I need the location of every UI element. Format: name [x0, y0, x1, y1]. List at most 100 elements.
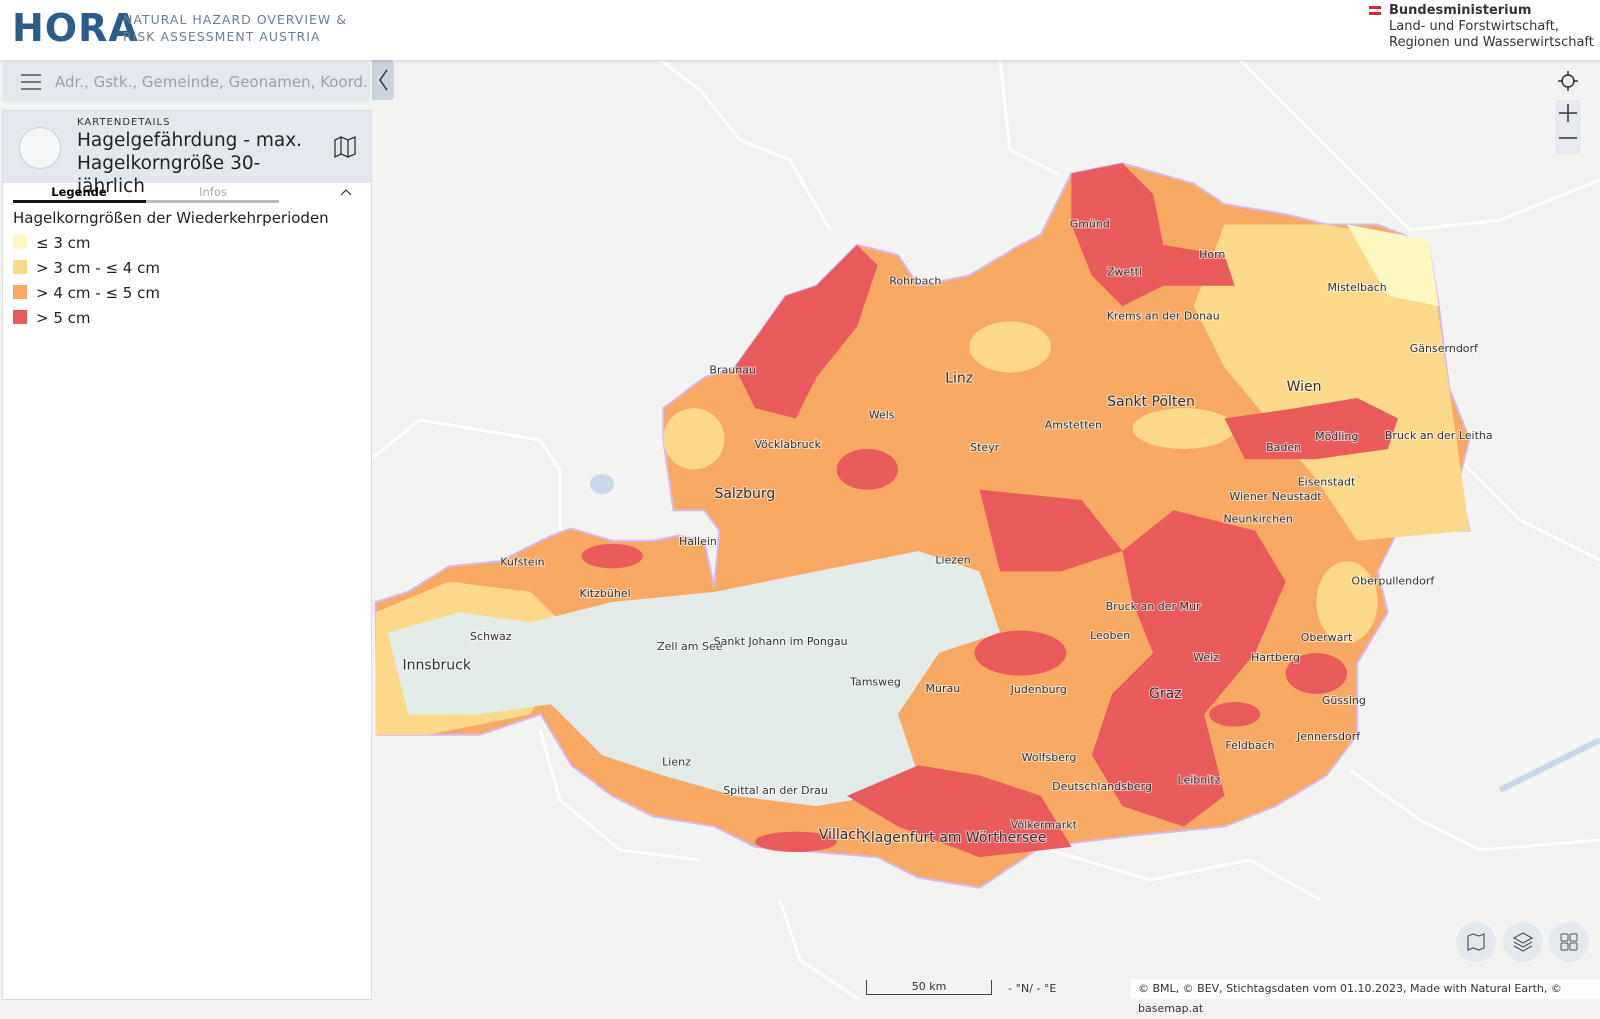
legend-swatch — [13, 285, 27, 299]
legend-item: ≤ 3 cm — [13, 234, 91, 252]
river — [1498, 737, 1600, 793]
attribution: © BML, © BEV, Stichtagsdaten vom 01.10.2… — [1130, 979, 1600, 1015]
place-label: Vöcklabruck — [754, 438, 821, 451]
place-label: Güssing — [1322, 694, 1366, 707]
zone-alpine — [387, 551, 1000, 807]
place-label: Jennersdorf — [1296, 730, 1361, 743]
legend-label: ≤ 3 cm — [36, 234, 91, 252]
place-label: Gmünd — [1070, 218, 1110, 231]
place-label: Hallein — [679, 535, 717, 548]
place-label: Wien — [1287, 379, 1322, 395]
place-label: Spittal an der Drau — [723, 784, 828, 797]
legend-item: > 5 cm — [13, 309, 91, 327]
place-label: Rohrbach — [889, 275, 941, 288]
map-icon[interactable] — [333, 135, 357, 159]
neighbor-borders — [369, 58, 1600, 1000]
search-placeholder: Adr., Gstk., Gemeinde, Geonamen, Koord. — [55, 73, 368, 91]
place-label: Deutschlandsberg — [1052, 780, 1152, 793]
place-label: Zell am See — [657, 640, 723, 653]
legend-swatch — [13, 235, 27, 249]
place-label: Oberpullendorf — [1351, 575, 1435, 588]
ministry: Land- und Forstwirtschaft, — [1389, 19, 1559, 34]
place-label: Graz — [1149, 686, 1182, 702]
place-label: Kufstein — [500, 555, 544, 568]
place-label: Innsbruck — [402, 657, 471, 673]
place-label: Leibnitz — [1178, 774, 1221, 787]
place-label: Eisenstadt — [1298, 476, 1356, 489]
place-label: Hartberg — [1251, 651, 1300, 664]
place-label: Sankt Johann im Pongau — [714, 635, 848, 648]
grid-button[interactable] — [1549, 922, 1589, 962]
place-label: Bruck an der Leitha — [1385, 429, 1493, 442]
place-label: Murau — [925, 682, 960, 695]
place-label: Braunau — [709, 363, 755, 376]
zoom-control[interactable] — [1555, 100, 1581, 154]
place-label: Wiener Neustadt — [1229, 490, 1322, 503]
place-label: Krems an der Donau — [1107, 309, 1220, 322]
legend-label: > 5 cm — [36, 309, 91, 327]
place-label: Salzburg — [714, 486, 775, 502]
map-labels: Linz Wien Sankt Pölten Salzburg Innsbruck Gra… — [401, 217, 1493, 847]
place-label: Liezen — [935, 553, 970, 566]
search-box[interactable]: Adr., Gstk., Gemeinde, Geonamen, Koord. — [2, 62, 370, 102]
place-label: Baden — [1266, 441, 1301, 454]
place-label: Villach — [819, 827, 865, 843]
place-label: Bruck an der Mur — [1106, 600, 1201, 613]
tagline: RISK ASSESSMENT AUSTRIA — [123, 29, 321, 44]
menu-icon[interactable] — [19, 72, 43, 92]
collapse-icon[interactable] — [339, 187, 353, 197]
panel-header: KARTENDETAILS Hagelgefährdung - max. Hag… — [3, 111, 371, 197]
logo[interactable]: HORA — [12, 6, 139, 50]
place-label: Völkermarkt — [1011, 819, 1078, 832]
legend-label: > 3 cm - ≤ 4 cm — [36, 259, 160, 277]
flag — [1369, 6, 1381, 15]
footer: 50 km - °N/ - °E © BML, © BEV, Stichtags… — [860, 976, 1600, 1015]
legend-item: > 4 cm - ≤ 5 cm — [13, 284, 160, 302]
place-label: Judenburg — [1010, 683, 1067, 696]
place-label: Wolfsberg — [1022, 751, 1077, 764]
details-panel: KARTENDETAILS Hagelgefährdung - max. Hag… — [2, 110, 372, 1000]
tab[interactable]: Legende — [51, 185, 107, 199]
place-label: Leoben — [1090, 629, 1130, 642]
basemap-button[interactable] — [1456, 922, 1496, 962]
place-label: Horn — [1199, 248, 1225, 261]
place-label: Sankt Pölten — [1107, 394, 1195, 410]
zone-low — [1346, 224, 1439, 307]
header: HORA NATURAL HAZARD OVERVIEW & RISK ASSE… — [0, 0, 1600, 60]
tab[interactable]: Infos — [199, 185, 227, 199]
coordinates: - °N/ - °E — [1008, 982, 1057, 995]
place-label: Zwettl — [1107, 266, 1142, 279]
place-label: Wels — [869, 408, 895, 421]
ministry: Regionen und Wasserwirtschaft — [1389, 35, 1594, 50]
place-label: Kitzbühel — [580, 587, 631, 600]
place-label: Gänserndorf — [1410, 342, 1479, 355]
place-label: Klagenfurt am Wörthersee — [862, 830, 1047, 846]
place-label: Mödling — [1315, 430, 1358, 443]
zone-high — [581, 163, 1398, 858]
kicker: KARTENDETAILS — [77, 117, 171, 128]
layer-icon — [19, 127, 61, 169]
collapse-button[interactable] — [372, 60, 394, 100]
place-label: Oberwart — [1301, 631, 1353, 644]
place-label: Schwaz — [470, 630, 512, 643]
legend-item: > 3 cm - ≤ 4 cm — [13, 259, 160, 277]
scale-bar: 50 km — [866, 980, 992, 995]
place-label: Linz — [945, 371, 973, 387]
place-label: Mistelbach — [1328, 281, 1387, 294]
place-label: Amstetten — [1045, 419, 1102, 432]
legend-title: Hagelkorngrößen der Wiederkehrperioden — [13, 209, 329, 227]
legend-label: > 4 cm - ≤ 5 cm — [36, 284, 160, 302]
hazard-layer — [374, 162, 1471, 889]
place-label: Tamsweg — [849, 676, 901, 689]
legend-swatch — [13, 310, 27, 324]
tagline: NATURAL HAZARD OVERVIEW & — [123, 12, 348, 27]
panel-title: Hagelgefährdung - max. Hagelkorngröße 30… — [77, 130, 303, 197]
tab-indicator — [13, 200, 279, 203]
layers-button[interactable] — [1503, 922, 1543, 962]
place-label: Neunkirchen — [1223, 512, 1292, 525]
place-label: Feldbach — [1225, 739, 1274, 752]
locate-button[interactable] — [1557, 70, 1579, 96]
ministry: Bundesministerium — [1389, 3, 1532, 18]
legend-swatch — [13, 260, 27, 274]
lake — [590, 474, 614, 494]
